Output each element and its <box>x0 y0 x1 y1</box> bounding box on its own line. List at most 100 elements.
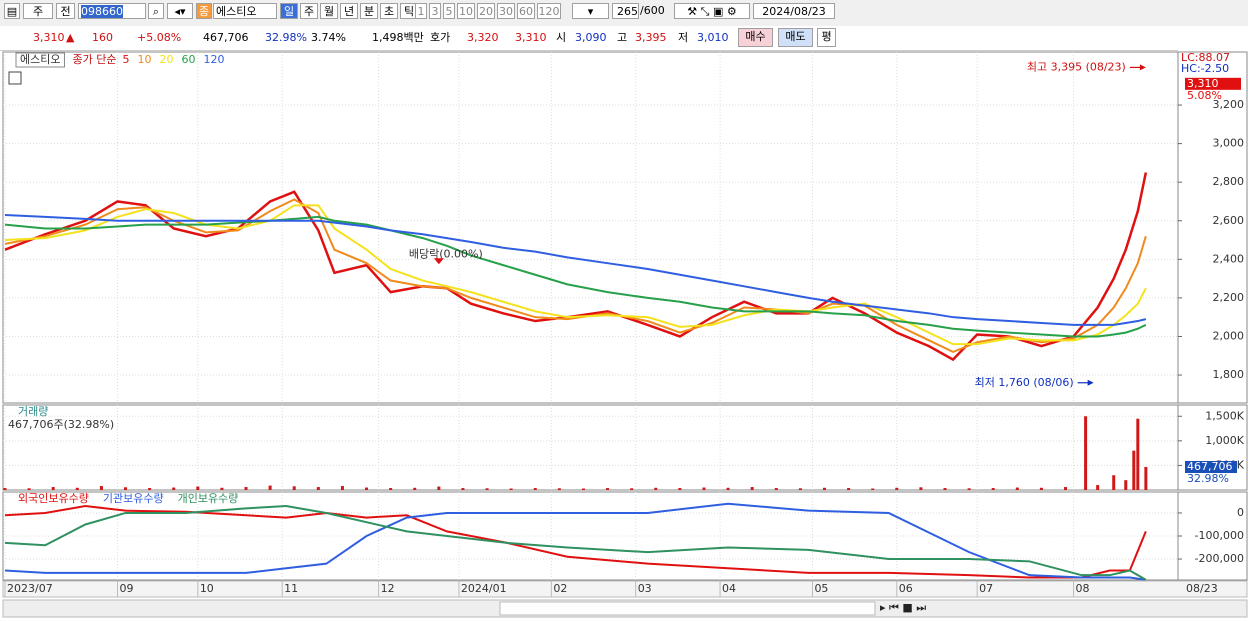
ask: 3,320 <box>467 31 499 44</box>
stock-name[interactable]: 에스티오 <box>213 3 277 19</box>
interval-button[interactable]: 60 <box>517 3 535 19</box>
period-button[interactable]: 주 <box>300 3 318 19</box>
type-badge: 종 <box>196 3 212 19</box>
quote-label: 호가 <box>430 31 451 44</box>
menu-icon[interactable]: ▤ <box>4 3 20 19</box>
period-button[interactable]: 년 <box>340 3 358 19</box>
open-label: 시 <box>556 31 567 44</box>
volume-bar <box>485 488 489 490</box>
volume-bar <box>340 486 344 490</box>
volume-bar <box>99 486 103 490</box>
legend-item: 개인보유수량 <box>178 492 239 505</box>
interval-button[interactable]: 5 <box>443 3 455 19</box>
annotation: 배당락(0.00%) <box>409 247 483 260</box>
y-tick-label: 1,500K <box>1205 409 1244 422</box>
volume-bar <box>316 487 320 490</box>
period-button[interactable]: 일 <box>280 3 298 19</box>
search-icon[interactable]: ⌕ <box>148 3 164 19</box>
change-pct: +5.08% <box>137 31 182 44</box>
x-tick-label: 06 <box>899 582 913 595</box>
volume-bar <box>389 488 393 490</box>
volume-bar <box>702 487 706 490</box>
volume-bar <box>895 487 899 490</box>
x-tick-label: 2023/07 <box>7 582 53 595</box>
subtitle: 467,706주(32.98%) <box>8 418 114 431</box>
volume-bar <box>3 488 7 490</box>
price-marker <box>1185 77 1241 90</box>
x-tick-label: 2024/01 <box>461 582 507 595</box>
legend-item: 20 <box>159 53 173 66</box>
x-tick-label: 09 <box>119 582 133 595</box>
volume-bar <box>1112 475 1116 490</box>
grid-icon <box>8 71 22 85</box>
y-tick-label: 3,200 <box>1213 98 1245 111</box>
count-input[interactable]: 265 <box>612 3 639 19</box>
turnover: 3.74% <box>311 31 346 44</box>
volume-bar <box>1084 416 1088 490</box>
annotation-head <box>433 258 444 265</box>
period-button[interactable]: 월 <box>320 3 338 19</box>
price: 3,310 <box>33 31 65 44</box>
interval-button[interactable]: 20 <box>477 3 495 19</box>
y-tick-label: 1,800 <box>1213 368 1245 381</box>
annotation-head <box>1139 64 1146 71</box>
volume-bar <box>919 487 923 490</box>
high-label: 고 <box>617 31 628 44</box>
sound-icon[interactable]: ◂▾ <box>167 3 193 19</box>
period-select[interactable]: 주 <box>23 3 53 19</box>
annotation: 최고 3,395 (08/23) <box>1027 60 1126 73</box>
y-tick-label: 2,800 <box>1213 175 1245 188</box>
price-marker-label: 3,310 <box>1187 77 1219 90</box>
y-tick-label: 3,000 <box>1213 137 1245 150</box>
x-tick-label: 05 <box>814 582 828 595</box>
interval-button[interactable]: 10 <box>457 3 475 19</box>
low-label: 저 <box>678 31 689 44</box>
volume-bar <box>1124 480 1128 490</box>
period-button[interactable]: 분 <box>360 3 378 19</box>
interval-button[interactable]: 30 <box>497 3 515 19</box>
volume-bar <box>606 488 610 490</box>
avg-button[interactable]: 평 <box>817 28 836 47</box>
volume: 467,706 <box>203 31 249 44</box>
period-button[interactable]: 틱 <box>400 3 418 19</box>
volume-bar <box>822 487 826 490</box>
volume-bar <box>413 487 417 490</box>
interval-button[interactable]: 3 <box>429 3 441 19</box>
legend-item: 10 <box>137 53 151 66</box>
interval-button[interactable]: 1 <box>415 3 427 19</box>
ratio-label: 32.98% <box>1187 472 1229 485</box>
code-input[interactable]: 098660 <box>78 3 146 19</box>
code-text: 098660 <box>81 5 123 18</box>
tool-icons[interactable]: ⚒ ⤡ ▣ ⚙ <box>674 3 750 19</box>
volume-bar <box>943 488 947 490</box>
volume-bar <box>1132 450 1136 490</box>
series-line <box>4 505 1147 579</box>
date-input[interactable]: 2024/08/23 <box>753 3 835 19</box>
period-button[interactable]: 초 <box>380 3 398 19</box>
volume-ratio: 32.98% <box>265 31 307 44</box>
header-right: HC:-2.50 <box>1181 62 1229 75</box>
view-button[interactable]: 전 <box>56 3 75 19</box>
series-line <box>4 213 1147 326</box>
y-tick-label: 2,200 <box>1213 291 1245 304</box>
y-tick-label: 0 <box>1237 506 1244 519</box>
y-tick-label: 2,000 <box>1213 329 1245 342</box>
x-tick-label: 04 <box>722 582 736 595</box>
bid: 3,310 <box>515 31 547 44</box>
count-max: /600 <box>640 4 665 17</box>
volume-marker <box>1185 461 1237 474</box>
interval-select[interactable]: ▾ <box>572 3 609 19</box>
sell-button[interactable]: 매도 <box>778 28 813 47</box>
volume-bar <box>437 486 441 490</box>
buy-button[interactable]: 매수 <box>738 28 773 47</box>
volume-bar <box>1015 487 1019 490</box>
series-line <box>4 204 1147 346</box>
panel-border <box>2 51 1248 404</box>
annotation-head <box>1087 379 1094 386</box>
x-axis-bg <box>2 580 1248 598</box>
interval-button[interactable]: 120 <box>537 3 561 19</box>
header-right: LC:88.07 <box>1181 51 1230 64</box>
volume-bar <box>75 487 79 490</box>
y-tick-label: -100,000 <box>1195 529 1244 542</box>
